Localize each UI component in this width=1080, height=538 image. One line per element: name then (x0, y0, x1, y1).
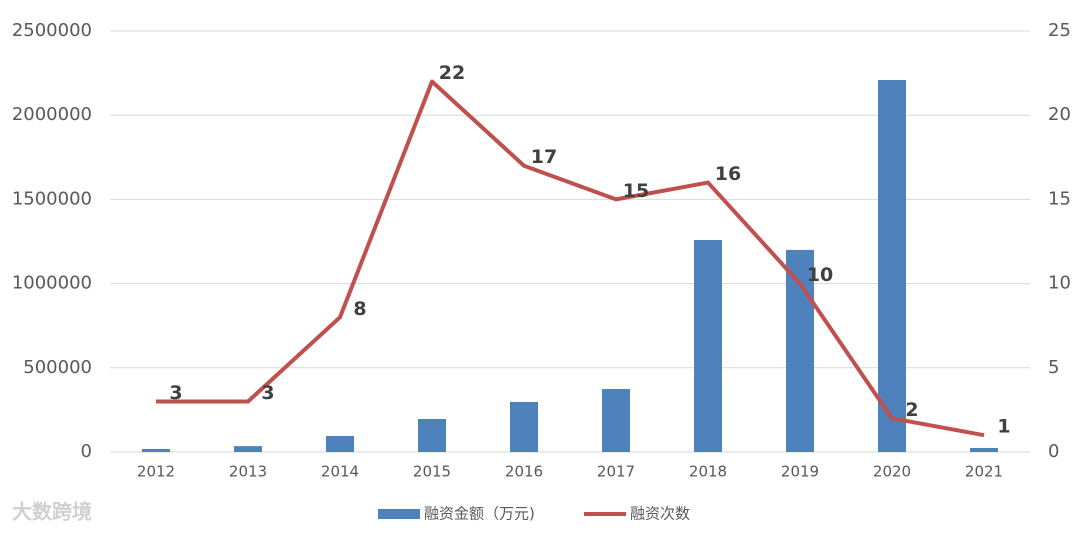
y-tick-label: 500000 (23, 357, 92, 378)
y-tick-label: 2500000 (12, 20, 92, 41)
legend-label: 融资金额（万元) (424, 505, 535, 523)
data-label: 15 (623, 180, 649, 202)
bar (326, 436, 354, 452)
data-label: 3 (169, 382, 182, 404)
x-tick-label: 2018 (689, 463, 727, 481)
data-label: 2 (905, 399, 918, 421)
x-tick-label: 2015 (413, 463, 451, 481)
bar (418, 418, 446, 452)
y2-tick-label: 10 (1048, 273, 1071, 294)
bar (970, 447, 998, 452)
data-label: 17 (531, 146, 557, 168)
y2-tick-label: 5 (1048, 357, 1059, 378)
data-label: 8 (353, 298, 366, 320)
bar (142, 448, 170, 452)
y2-tick-label: 20 (1048, 104, 1071, 125)
y2-tick-label: 15 (1048, 188, 1071, 209)
data-label: 16 (715, 163, 741, 185)
y2-tick-label: 25 (1048, 20, 1071, 41)
data-label: 1 (997, 416, 1010, 438)
x-tick-label: 2016 (505, 463, 543, 481)
bar (234, 446, 262, 452)
line (156, 79, 985, 438)
y2-tick-label: 0 (1048, 441, 1059, 462)
x-tick-label: 2017 (597, 463, 635, 481)
data-label: 3 (261, 382, 274, 404)
y-tick-label: 1500000 (12, 188, 92, 209)
x-tick-label: 2012 (137, 463, 175, 481)
x-tick-label: 2013 (229, 463, 267, 481)
legend-swatch (378, 509, 420, 519)
y-tick-label: 0 (81, 441, 92, 462)
data-label: 10 (807, 264, 833, 286)
bar (878, 80, 906, 453)
y-tick-label: 2000000 (12, 104, 92, 125)
x-tick-label: 2021 (965, 463, 1003, 481)
bar (510, 401, 538, 452)
y-tick-label: 1000000 (12, 273, 92, 294)
data-label: 22 (439, 62, 465, 84)
x-tick-label: 2019 (781, 463, 819, 481)
watermark: 大数跨境 (12, 500, 92, 524)
bar (602, 389, 630, 452)
legend-label: 融资次数 (630, 505, 690, 523)
bar (694, 239, 722, 452)
x-tick-label: 2020 (873, 463, 911, 481)
x-tick-label: 2014 (321, 463, 359, 481)
